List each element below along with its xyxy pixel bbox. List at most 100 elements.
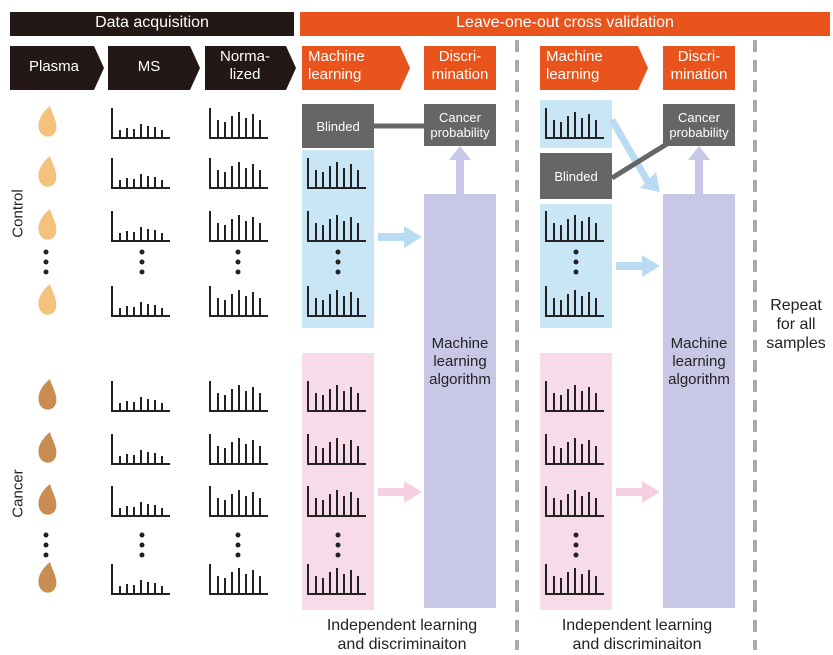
ellipsis-dot — [335, 249, 341, 255]
plasma-label: Plasma — [28, 58, 80, 75]
ellipsis-dot — [235, 249, 241, 255]
spectrum-icon — [307, 211, 366, 242]
cancer-probability-box-left: Cancer probability — [424, 104, 496, 146]
disc-step-right — [663, 46, 735, 90]
ellipsis-dot — [235, 259, 241, 265]
ellipsis-dots — [43, 249, 579, 558]
panel-arrows — [378, 118, 710, 503]
ellipsis-dot — [139, 552, 145, 558]
spectrum-icon — [209, 286, 268, 317]
spectrum-icon — [307, 564, 366, 595]
ellipsis-dot — [335, 259, 341, 265]
step-arrows — [10, 46, 735, 90]
spectrum-icon — [545, 211, 604, 242]
blinded-box-left: Blinded — [302, 104, 374, 148]
plasma-drop-icon — [38, 562, 57, 593]
spectrum-icon — [545, 434, 604, 465]
spectrum-icon — [209, 211, 268, 242]
ellipsis-dot — [573, 259, 579, 265]
ellipsis-dot — [573, 552, 579, 558]
ellipsis-dot — [235, 542, 241, 548]
caption-left: Independent learning and discriminaiton — [326, 617, 478, 653]
blinded-box-right: Blinded — [540, 153, 612, 199]
blinded-connector-right — [610, 139, 672, 181]
ellipsis-dot — [573, 532, 579, 538]
ml-algorithm-label-left: Machine learning algorithm — [429, 335, 491, 388]
ellipsis-dot — [573, 269, 579, 275]
repeat-caption: Repeat for all samples — [766, 297, 826, 352]
spectra — [111, 108, 604, 595]
ellipsis-dot — [43, 249, 49, 255]
data-acquisition-header: Data acquisition — [10, 12, 294, 36]
ellipsis-dot — [335, 542, 341, 548]
plasma-step — [10, 46, 104, 90]
spectrum-icon — [545, 486, 604, 517]
spectrum-icon — [111, 158, 170, 189]
ellipsis-dot — [139, 259, 145, 265]
plasma-drop-icon — [38, 484, 57, 515]
ellipsis-dot — [139, 249, 145, 255]
spectrum-icon — [111, 564, 170, 595]
spectrum-icon — [111, 486, 170, 517]
ellipsis-dot — [139, 269, 145, 275]
spectrum-icon — [545, 564, 604, 595]
ellipsis-dot — [43, 259, 49, 265]
plasma-drop-icon — [38, 284, 57, 315]
cancer-probability-box-right: Cancer probability — [663, 104, 735, 146]
ellipsis-dot — [139, 542, 145, 548]
ml-label-left: Machine learning — [308, 48, 365, 83]
loocv-header: Leave-one-out cross validation — [300, 12, 830, 36]
spectrum-icon — [545, 108, 604, 139]
spectrum-icon — [307, 381, 366, 412]
spectrum-icon — [545, 381, 604, 412]
control-group-label: Control — [9, 189, 27, 238]
plasma-drop-icon — [38, 432, 57, 463]
ml-label-right: Machine learning — [546, 48, 603, 83]
ellipsis-dot — [235, 552, 241, 558]
plasma-drop-icon — [38, 106, 57, 137]
cancer-group-label: Cancer — [9, 469, 27, 518]
ellipsis-dot — [335, 532, 341, 538]
spectrum-icon — [209, 108, 268, 139]
ms-label: MS — [137, 58, 161, 75]
plasma-drop-icon — [38, 379, 57, 410]
disc-label-right: Discri- mination — [670, 48, 728, 83]
plasma-drops — [38, 106, 57, 593]
spectrum-icon — [307, 286, 366, 317]
ellipsis-dot — [43, 532, 49, 538]
spectrum-icon — [307, 486, 366, 517]
ellipsis-dot — [573, 542, 579, 548]
spectrum-icon — [111, 434, 170, 465]
ml-algorithm-bar-right — [663, 194, 735, 608]
ellipsis-dot — [335, 269, 341, 275]
ellipsis-dot — [139, 532, 145, 538]
normalized-step — [205, 46, 296, 90]
disc-step-left — [424, 46, 496, 90]
plasma-drop-icon — [38, 209, 57, 240]
disc-label-left: Discri- mination — [431, 48, 489, 83]
spectrum-icon — [545, 286, 604, 317]
spectrum-icon — [209, 564, 268, 595]
ellipsis-dot — [235, 532, 241, 538]
spectrum-icon — [209, 486, 268, 517]
spectrum-icon — [307, 158, 366, 189]
plasma-drop-icon — [38, 156, 57, 187]
ellipsis-dot — [43, 542, 49, 548]
ellipsis-dot — [573, 249, 579, 255]
ml-algorithm-bar-left — [424, 194, 496, 608]
spectrum-icon — [307, 434, 366, 465]
spectrum-icon — [111, 286, 170, 317]
spectrum-icon — [209, 381, 268, 412]
ellipsis-dot — [43, 269, 49, 275]
caption-right: Independent learning and discriminaiton — [561, 617, 713, 653]
ml-step-left — [302, 46, 410, 90]
spectrum-icon — [209, 434, 268, 465]
ellipsis-dot — [43, 552, 49, 558]
ml-step-right — [540, 46, 648, 90]
spectrum-icon — [111, 381, 170, 412]
ellipsis-dot — [235, 269, 241, 275]
ellipsis-dot — [335, 552, 341, 558]
normalized-label: Norma- lized — [219, 48, 270, 83]
spectrum-icon — [111, 108, 170, 139]
